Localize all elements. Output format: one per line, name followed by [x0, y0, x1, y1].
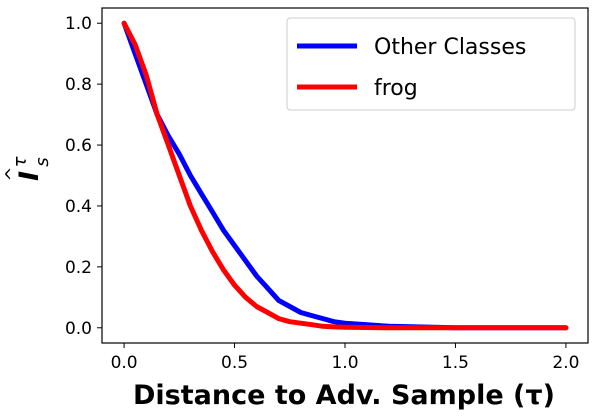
x-tick-label: 1.5: [442, 353, 469, 373]
x-axis-label: Distance to Adv. Sample (τ): [133, 380, 555, 411]
legend: Other Classes frog: [286, 17, 576, 111]
y-axis-label-symbol: I: [14, 171, 45, 181]
y-tick-label: 0.8: [65, 75, 92, 95]
legend-label-other-classes: Other Classes: [374, 35, 526, 60]
y-tick-label: 1.0: [65, 14, 92, 34]
legend-box: [286, 17, 576, 111]
series-layer: [121, 20, 569, 331]
y-axis-label-superscript: τ: [10, 156, 31, 167]
series-line-0: [121, 20, 569, 331]
x-axis-ticks: 0.0 0.5 1.0 1.5 2.0: [111, 343, 579, 373]
x-tick-label: 2.0: [552, 353, 579, 373]
y-tick-label: 0.6: [65, 136, 92, 156]
y-axis-ticks: 0.0 0.2 0.4 0.6 0.8 1.0: [65, 14, 102, 339]
y-tick-label: 0.0: [65, 319, 92, 339]
y-tick-label: 0.2: [65, 258, 92, 278]
y-axis-label: ^ I τ s: [2, 156, 53, 181]
legend-label-frog: frog: [374, 76, 418, 101]
y-tick-label: 0.4: [65, 197, 92, 217]
series-line-1: [121, 20, 569, 331]
x-tick-label: 1.0: [331, 353, 358, 373]
y-axis-label-subscript: s: [32, 157, 53, 166]
x-tick-label: 0.0: [111, 353, 138, 373]
y-axis-label-hat: ^: [2, 166, 23, 181]
x-tick-label: 0.5: [221, 353, 248, 373]
